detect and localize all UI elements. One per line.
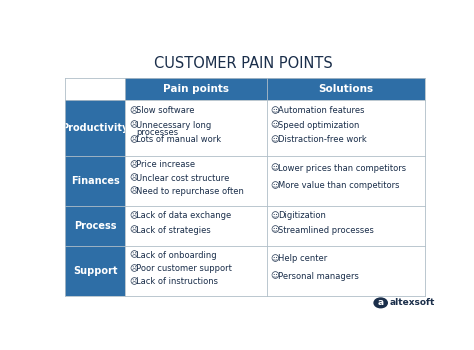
Text: Lots of manual work: Lots of manual work — [137, 135, 221, 144]
Bar — [65, 246, 125, 296]
Text: Process: Process — [74, 221, 116, 231]
Bar — [65, 100, 125, 156]
Text: ☹: ☹ — [129, 226, 138, 234]
Bar — [125, 78, 267, 100]
Text: Pain points: Pain points — [163, 84, 229, 94]
Text: a: a — [378, 299, 384, 307]
Circle shape — [374, 298, 387, 308]
Text: ☺: ☺ — [271, 272, 279, 281]
Text: CUSTOMER PAIN POINTS: CUSTOMER PAIN POINTS — [154, 56, 332, 71]
Text: Unnecessary long: Unnecessary long — [137, 121, 212, 130]
Text: Lower prices than competitors: Lower prices than competitors — [278, 164, 406, 173]
Text: Distraction-free work: Distraction-free work — [278, 135, 366, 144]
Text: Help center: Help center — [278, 254, 327, 263]
Bar — [267, 246, 425, 296]
Text: ☹: ☹ — [129, 135, 138, 144]
Text: ☺: ☺ — [271, 226, 279, 234]
Text: Digitization: Digitization — [278, 211, 326, 220]
Text: ☹: ☹ — [129, 174, 138, 183]
Text: altexsoft: altexsoft — [390, 299, 435, 307]
Bar — [125, 156, 267, 205]
Text: ☺: ☺ — [271, 182, 279, 190]
Bar — [65, 205, 125, 246]
Text: ☺: ☺ — [271, 254, 279, 263]
Text: Lack of data exchange: Lack of data exchange — [137, 211, 232, 220]
Text: Finances: Finances — [71, 176, 119, 186]
Text: More value than competitors: More value than competitors — [278, 182, 399, 190]
Text: ☺: ☺ — [271, 164, 279, 173]
Text: ☹: ☹ — [129, 106, 138, 115]
Bar — [125, 246, 267, 296]
Text: Need to repurchase often: Need to repurchase often — [137, 187, 244, 196]
Text: Personal managers: Personal managers — [278, 272, 359, 281]
Text: ☺: ☺ — [271, 211, 279, 220]
Text: Price increase: Price increase — [137, 160, 195, 169]
Text: Lack of strategies: Lack of strategies — [137, 226, 211, 234]
Bar — [267, 205, 425, 246]
Text: ☹: ☹ — [129, 211, 138, 220]
Text: Lack of instructions: Lack of instructions — [137, 277, 219, 286]
Text: ☹: ☹ — [129, 187, 138, 196]
Text: Lack of onboarding: Lack of onboarding — [137, 251, 217, 260]
Text: Automation features: Automation features — [278, 106, 365, 115]
Bar — [267, 100, 425, 156]
Text: ☺: ☺ — [271, 106, 279, 115]
Text: ☹: ☹ — [129, 277, 138, 286]
Bar — [65, 78, 125, 100]
Text: ☹: ☹ — [129, 160, 138, 169]
Text: Productivity: Productivity — [61, 123, 129, 133]
Text: ☺: ☺ — [271, 121, 279, 130]
Bar — [125, 205, 267, 246]
Text: Speed optimization: Speed optimization — [278, 121, 359, 130]
Text: ☹: ☹ — [129, 251, 138, 260]
Text: Unclear cost structure: Unclear cost structure — [137, 174, 230, 183]
Text: Solutions: Solutions — [318, 84, 374, 94]
Text: Support: Support — [73, 266, 118, 276]
Bar — [267, 78, 425, 100]
Bar — [65, 156, 125, 205]
Bar — [267, 156, 425, 205]
Text: Streamlined processes: Streamlined processes — [278, 226, 374, 234]
Text: Slow software: Slow software — [137, 106, 195, 115]
Text: ☺: ☺ — [271, 135, 279, 144]
Text: processes: processes — [137, 128, 179, 137]
Text: Poor customer support: Poor customer support — [137, 264, 232, 273]
Text: ☹: ☹ — [129, 121, 138, 130]
Text: ☹: ☹ — [129, 264, 138, 273]
Bar — [125, 100, 267, 156]
